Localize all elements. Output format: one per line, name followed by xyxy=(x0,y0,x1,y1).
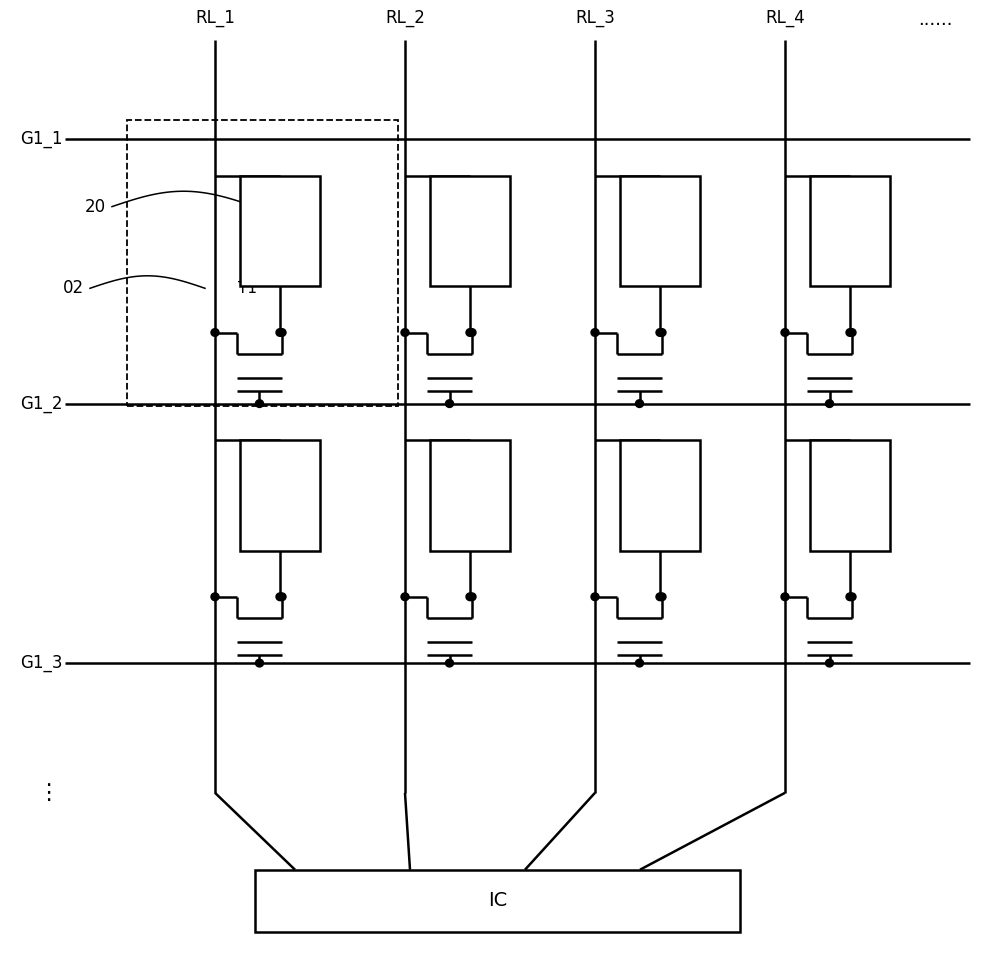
Text: 20: 20 xyxy=(84,198,106,215)
Bar xyxy=(620,176,700,286)
Text: RL_1: RL_1 xyxy=(195,9,235,27)
Text: IC: IC xyxy=(488,892,507,910)
Bar xyxy=(127,120,398,406)
Circle shape xyxy=(276,593,284,601)
Text: ......: ...... xyxy=(918,11,952,29)
Circle shape xyxy=(826,659,834,667)
Text: RL_3: RL_3 xyxy=(575,9,615,27)
Circle shape xyxy=(446,400,454,407)
Circle shape xyxy=(636,400,644,407)
Circle shape xyxy=(468,593,476,601)
Text: ⋮: ⋮ xyxy=(37,783,59,802)
Circle shape xyxy=(658,593,666,601)
Circle shape xyxy=(848,593,856,601)
Bar xyxy=(240,176,320,286)
Circle shape xyxy=(848,329,856,336)
Circle shape xyxy=(211,329,219,336)
Bar xyxy=(255,870,740,932)
Bar xyxy=(810,440,890,551)
Bar xyxy=(430,176,510,286)
Circle shape xyxy=(468,329,476,336)
Circle shape xyxy=(466,329,474,336)
Circle shape xyxy=(826,400,834,407)
Circle shape xyxy=(781,593,789,601)
Circle shape xyxy=(276,329,284,336)
Circle shape xyxy=(211,593,219,601)
Circle shape xyxy=(466,593,474,601)
Text: T1: T1 xyxy=(238,281,257,296)
Text: 02: 02 xyxy=(62,280,84,297)
Circle shape xyxy=(656,593,664,601)
Bar xyxy=(430,440,510,551)
Bar xyxy=(240,440,320,551)
Circle shape xyxy=(658,329,666,336)
Circle shape xyxy=(278,329,286,336)
Text: G1_1: G1_1 xyxy=(20,131,62,148)
Text: RL_2: RL_2 xyxy=(385,9,425,27)
Bar xyxy=(620,440,700,551)
Circle shape xyxy=(846,593,854,601)
Circle shape xyxy=(591,593,599,601)
Bar xyxy=(810,176,890,286)
Circle shape xyxy=(591,329,599,336)
Circle shape xyxy=(255,659,264,667)
Circle shape xyxy=(781,329,789,336)
Circle shape xyxy=(846,329,854,336)
Circle shape xyxy=(656,329,664,336)
Circle shape xyxy=(446,659,454,667)
Circle shape xyxy=(401,329,409,336)
Circle shape xyxy=(401,593,409,601)
Circle shape xyxy=(636,659,644,667)
Text: G1_2: G1_2 xyxy=(20,395,62,412)
Circle shape xyxy=(278,593,286,601)
Text: RL_4: RL_4 xyxy=(765,9,805,27)
Circle shape xyxy=(255,400,264,407)
Text: G1_3: G1_3 xyxy=(20,654,62,672)
